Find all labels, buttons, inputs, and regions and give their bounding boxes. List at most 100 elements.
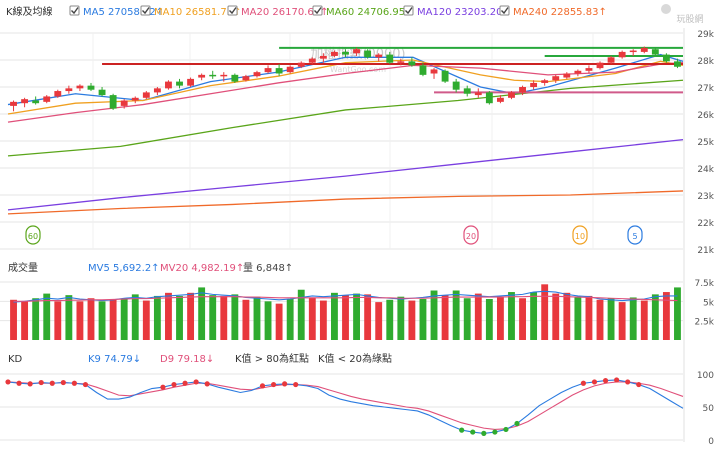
candle-body [10,101,17,106]
candle [397,58,405,66]
candle [463,85,471,97]
candle [43,95,51,104]
candle-body [264,68,272,73]
candle [508,91,515,100]
kd-red-dot [16,380,22,386]
candle-body [297,62,305,67]
candle-body [353,49,360,54]
kd-red-dot [591,379,598,385]
y-tick-label: 2.5k [694,318,714,328]
candle-body [87,85,95,90]
candle [242,74,250,82]
volume-panel: 7.5k 5k 2.5k [0,279,715,340]
candle [275,64,283,77]
volume-bar [65,295,73,340]
candle-body [364,50,372,58]
volume-bar [552,293,560,340]
volume-bar [596,299,604,340]
candle [10,100,17,112]
candle-body [286,66,294,73]
volume-bar [76,301,84,340]
kd-red-dot [71,380,77,386]
volume-bar [496,296,504,340]
candle-body [541,80,549,83]
volume-bar [485,299,493,340]
kd-green-dot [459,427,465,433]
candle [364,49,372,59]
legend-text: MA240 22855.83↑ [513,7,607,18]
candle [231,73,239,83]
ma-marker-badge [463,225,479,245]
candle-body [508,92,515,98]
legend-item-ma120[interactable]: MA120 23203.20↑ [403,5,511,18]
legend-text: MA5 27058.82↑ [83,7,164,18]
kd-legend-item: K值 > 80為紅點 [235,352,309,365]
candle-body [585,68,593,71]
candle [552,74,560,83]
volume-bar [275,303,283,340]
candle-body [109,95,117,109]
candle [165,80,172,90]
kd-title: KD [8,354,23,365]
series-ma20 [7,62,684,123]
candle [629,49,637,56]
legend-item-ma240[interactable]: MA240 22855.83↑ [499,5,607,18]
candle [109,93,117,110]
candle [386,51,394,65]
brand-logo-icon [661,4,671,14]
candle [662,53,670,63]
candle [120,99,128,109]
volume-bar [364,294,372,340]
volume-bar [32,298,40,340]
candle-body [231,74,239,82]
kd-red-dot [182,380,188,386]
volume-bar [386,299,394,340]
kd-red-dot [27,381,33,387]
ma-marker-label: 5 [632,232,637,241]
legend-item-ma10[interactable]: MA10 26581.73↑ [140,5,241,18]
candle [541,78,549,86]
y-tick-label: 23k [697,192,714,202]
candle-body [308,58,316,63]
volume-bar [342,295,349,340]
y-tick-label: 0 [708,437,714,447]
candle-body [375,54,383,58]
legend-item-ma5[interactable]: MA5 27058.82↑ [69,5,164,18]
candle-body [441,70,449,82]
volume-bar [176,295,183,340]
kd-red-dot [614,377,620,383]
candle-body [142,92,150,98]
legend-item-ma60[interactable]: MA60 24706.95↑ [312,5,413,18]
volume-bar [419,299,427,340]
candle [319,53,327,63]
volume-bar [187,292,195,340]
volume-bar [618,302,626,340]
candle-body [485,92,493,104]
candle-body [98,89,106,96]
series-mv20 [13,295,678,302]
candle [596,61,604,70]
kd-legend-item: K9 74.79↓ [88,354,141,365]
candle-body [242,76,250,81]
volume-bar [585,295,593,340]
candle [65,85,73,94]
ma-marker-badge [572,225,588,245]
candle [563,72,571,79]
candle [530,80,538,90]
legend-text: MA20 26170.67↑ [241,7,328,18]
candle-body [496,97,504,102]
volume-bar [651,294,659,340]
y-tick-label: 24k [697,165,714,175]
candle-body [651,49,659,55]
candle [98,87,106,97]
legend-item-ma20[interactable]: MA20 26170.67↑ [227,5,328,18]
volume-bar [452,290,460,340]
candle [187,77,195,87]
candle [286,65,294,74]
ma-marker-60: 60 [25,225,41,245]
candle [342,49,349,58]
kd-green-dot [514,420,520,427]
candle-body [220,74,228,77]
volume-bar [43,293,51,340]
